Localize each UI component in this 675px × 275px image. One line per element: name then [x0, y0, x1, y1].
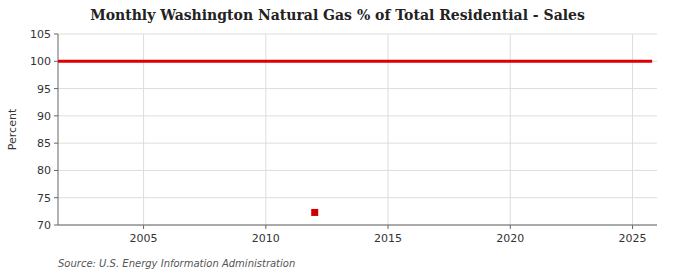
y-tick [54, 34, 58, 35]
chart: 2005 2010 2015 2020 2025 70 75 80 85 90 95 100 105 Mo… [0, 0, 675, 275]
x-tick-label: 2020 [496, 232, 524, 245]
y-tick [54, 170, 58, 171]
grid-line-y [58, 197, 657, 198]
x-tick-label: 2010 [252, 232, 280, 245]
title: Monthly Washington Natural Gas % of Tota… [90, 7, 585, 23]
x-tick-label: 2015 [374, 232, 402, 245]
y-tick [54, 61, 58, 62]
y-tick-label: 85 [37, 137, 51, 150]
y-tick-label: 100 [30, 55, 51, 68]
x-tick [632, 225, 633, 229]
grid-line-y [58, 88, 657, 89]
grid-line-y [58, 61, 657, 62]
y-tick-label: 90 [37, 110, 51, 123]
grid-line-y [58, 115, 657, 116]
x-tick [143, 225, 144, 229]
y-tick-label: 95 [37, 83, 51, 96]
x-tick [265, 225, 266, 229]
y-tick [54, 143, 58, 144]
x-tick [510, 225, 511, 229]
grid-line-y [58, 225, 657, 226]
y-tick [54, 88, 58, 89]
axes: 2005 2010 2015 2020 2025 70 75 80 85 90 95 100 105 [30, 28, 657, 245]
y-tick-label: 105 [30, 28, 51, 41]
y-tick [54, 225, 58, 226]
plot-data [58, 61, 652, 216]
point [311, 209, 318, 216]
grid-line-y [58, 34, 657, 35]
x-tick-label: 2025 [619, 232, 647, 245]
source: Source: U.S. Energy Information Administ… [58, 258, 295, 269]
line [58, 60, 652, 63]
y-tick [54, 115, 58, 116]
y-tick-label: 80 [37, 164, 51, 177]
y-axis-label: Percent [6, 108, 19, 150]
x-axis-line [58, 225, 657, 226]
y-tick-label: 75 [37, 192, 51, 205]
grid-line-y [58, 170, 657, 171]
grid-line-y [58, 143, 657, 144]
y-tick [54, 197, 58, 198]
x-tick [388, 225, 389, 229]
y-tick-label: 70 [37, 219, 51, 232]
x-tick-label: 2005 [130, 232, 158, 245]
grid [58, 34, 657, 225]
